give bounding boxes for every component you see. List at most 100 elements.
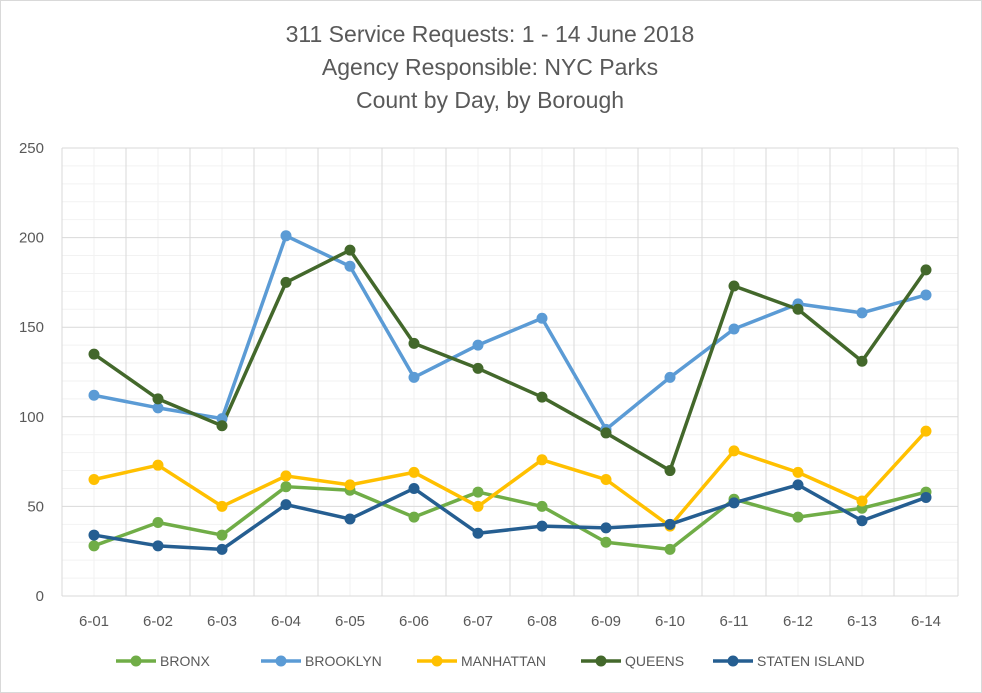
data-point-bronx <box>216 529 228 541</box>
y-axis-tick-labels: 0 50 100 150 200 250 <box>19 140 44 605</box>
data-point-queens <box>216 420 228 432</box>
data-point-staten-island <box>216 543 228 555</box>
data-point-staten-island <box>408 482 420 494</box>
y-tick-label: 250 <box>19 140 44 157</box>
x-tick-label: 6-02 <box>143 613 173 630</box>
legend-marker-staten-island <box>727 655 739 667</box>
data-point-bronx <box>600 536 612 548</box>
x-tick-label: 6-05 <box>335 613 365 630</box>
legend-marker-queens <box>595 655 607 667</box>
data-point-bronx <box>664 543 676 555</box>
data-point-queens <box>472 362 484 374</box>
data-point-manhattan <box>216 500 228 512</box>
legend: BRONX BROOKLYN MANHATTAN QUEENS STATEN ISLAN… <box>116 653 865 669</box>
data-point-brooklyn <box>280 230 292 242</box>
series-line-bronx <box>92 484 928 552</box>
data-point-queens <box>792 303 804 315</box>
data-point-manhattan <box>344 479 356 491</box>
y-tick-label: 200 <box>19 230 44 247</box>
legend-label-manhattan: MANHATTAN <box>461 653 546 669</box>
x-tick-label: 6-13 <box>847 613 877 630</box>
data-point-staten-island <box>856 515 868 527</box>
y-tick-label: 150 <box>19 319 44 336</box>
data-point-queens <box>152 393 164 405</box>
data-point-brooklyn <box>88 389 100 401</box>
series-line-manhattan <box>92 429 928 528</box>
data-point-staten-island <box>664 518 676 530</box>
data-point-staten-island <box>472 527 484 539</box>
data-point-manhattan <box>152 459 164 471</box>
legend-label-brooklyn: BROOKLYN <box>305 653 382 669</box>
legend-marker-manhattan <box>431 655 443 667</box>
chart-title: 311 Service Requests: 1 - 14 June 2018 A… <box>0 18 980 117</box>
data-point-staten-island <box>728 497 740 509</box>
x-tick-label: 6-11 <box>720 613 749 630</box>
data-point-brooklyn <box>408 371 420 383</box>
series-line-queens <box>92 248 928 473</box>
data-point-queens <box>344 244 356 256</box>
data-point-bronx <box>792 511 804 523</box>
data-point-queens <box>536 391 548 403</box>
series-line-staten-island <box>92 483 928 552</box>
legend-label-staten-island: STATEN ISLAND <box>757 653 865 669</box>
data-point-brooklyn <box>856 307 868 319</box>
data-point-queens <box>920 264 932 276</box>
data-point-brooklyn <box>344 260 356 272</box>
data-point-bronx <box>280 481 292 493</box>
data-point-manhattan <box>728 445 740 457</box>
chart-title-line-3: Count by Day, by Borough <box>355 87 625 113</box>
x-tick-label: 6-08 <box>527 613 557 630</box>
data-point-staten-island <box>280 499 292 511</box>
data-point-queens <box>408 337 420 349</box>
data-point-brooklyn <box>920 289 932 301</box>
data-point-staten-island <box>344 513 356 525</box>
data-point-bronx <box>88 540 100 552</box>
data-point-manhattan <box>88 474 100 486</box>
legend-marker-brooklyn <box>275 655 287 667</box>
data-point-brooklyn <box>664 371 676 383</box>
data-point-bronx <box>408 511 420 523</box>
x-axis-tick-labels: 6-01 6-02 6-03 6-04 6-05 6-06 6-07 6-08 6-09 6-10… <box>79 613 941 630</box>
x-tick-label: 6-03 <box>207 613 237 630</box>
data-point-staten-island <box>600 522 612 534</box>
data-point-staten-island <box>792 479 804 491</box>
data-point-brooklyn <box>728 323 740 335</box>
x-tick-label: 6-06 <box>399 613 429 630</box>
data-point-manhattan <box>280 470 292 482</box>
data-point-bronx <box>152 517 164 529</box>
y-tick-label: 100 <box>19 409 44 426</box>
data-point-manhattan <box>472 500 484 512</box>
legend-label-queens: QUEENS <box>625 653 684 669</box>
data-point-staten-island <box>536 520 548 532</box>
series-line-brooklyn <box>92 234 928 432</box>
x-tick-label: 6-07 <box>463 613 493 630</box>
data-point-queens <box>664 465 676 477</box>
data-point-bronx <box>536 500 548 512</box>
data-point-queens <box>88 348 100 360</box>
data-point-queens <box>600 427 612 439</box>
data-point-queens <box>856 355 868 367</box>
legend-label-bronx: BRONX <box>160 653 210 669</box>
data-point-manhattan <box>408 466 420 478</box>
x-tick-label: 6-09 <box>591 613 621 630</box>
x-tick-label: 6-04 <box>271 613 301 630</box>
data-point-bronx <box>472 486 484 498</box>
series-points <box>88 230 932 555</box>
legend-marker-bronx <box>130 655 142 667</box>
data-point-staten-island <box>920 491 932 503</box>
series-lines <box>92 234 928 552</box>
data-point-staten-island <box>88 529 100 541</box>
x-tick-label: 6-01 <box>79 613 109 630</box>
data-point-staten-island <box>152 540 164 552</box>
data-point-queens <box>728 280 740 292</box>
data-point-manhattan <box>600 474 612 486</box>
chart-title-line-1: 311 Service Requests: 1 - 14 June 2018 <box>285 21 695 47</box>
data-point-brooklyn <box>152 402 164 414</box>
y-tick-label: 0 <box>36 588 44 605</box>
x-tick-label: 6-14 <box>911 613 941 630</box>
data-point-brooklyn <box>536 312 548 324</box>
chart-title-line-2: Agency Responsible: NYC Parks <box>321 54 659 80</box>
data-point-brooklyn <box>472 339 484 351</box>
